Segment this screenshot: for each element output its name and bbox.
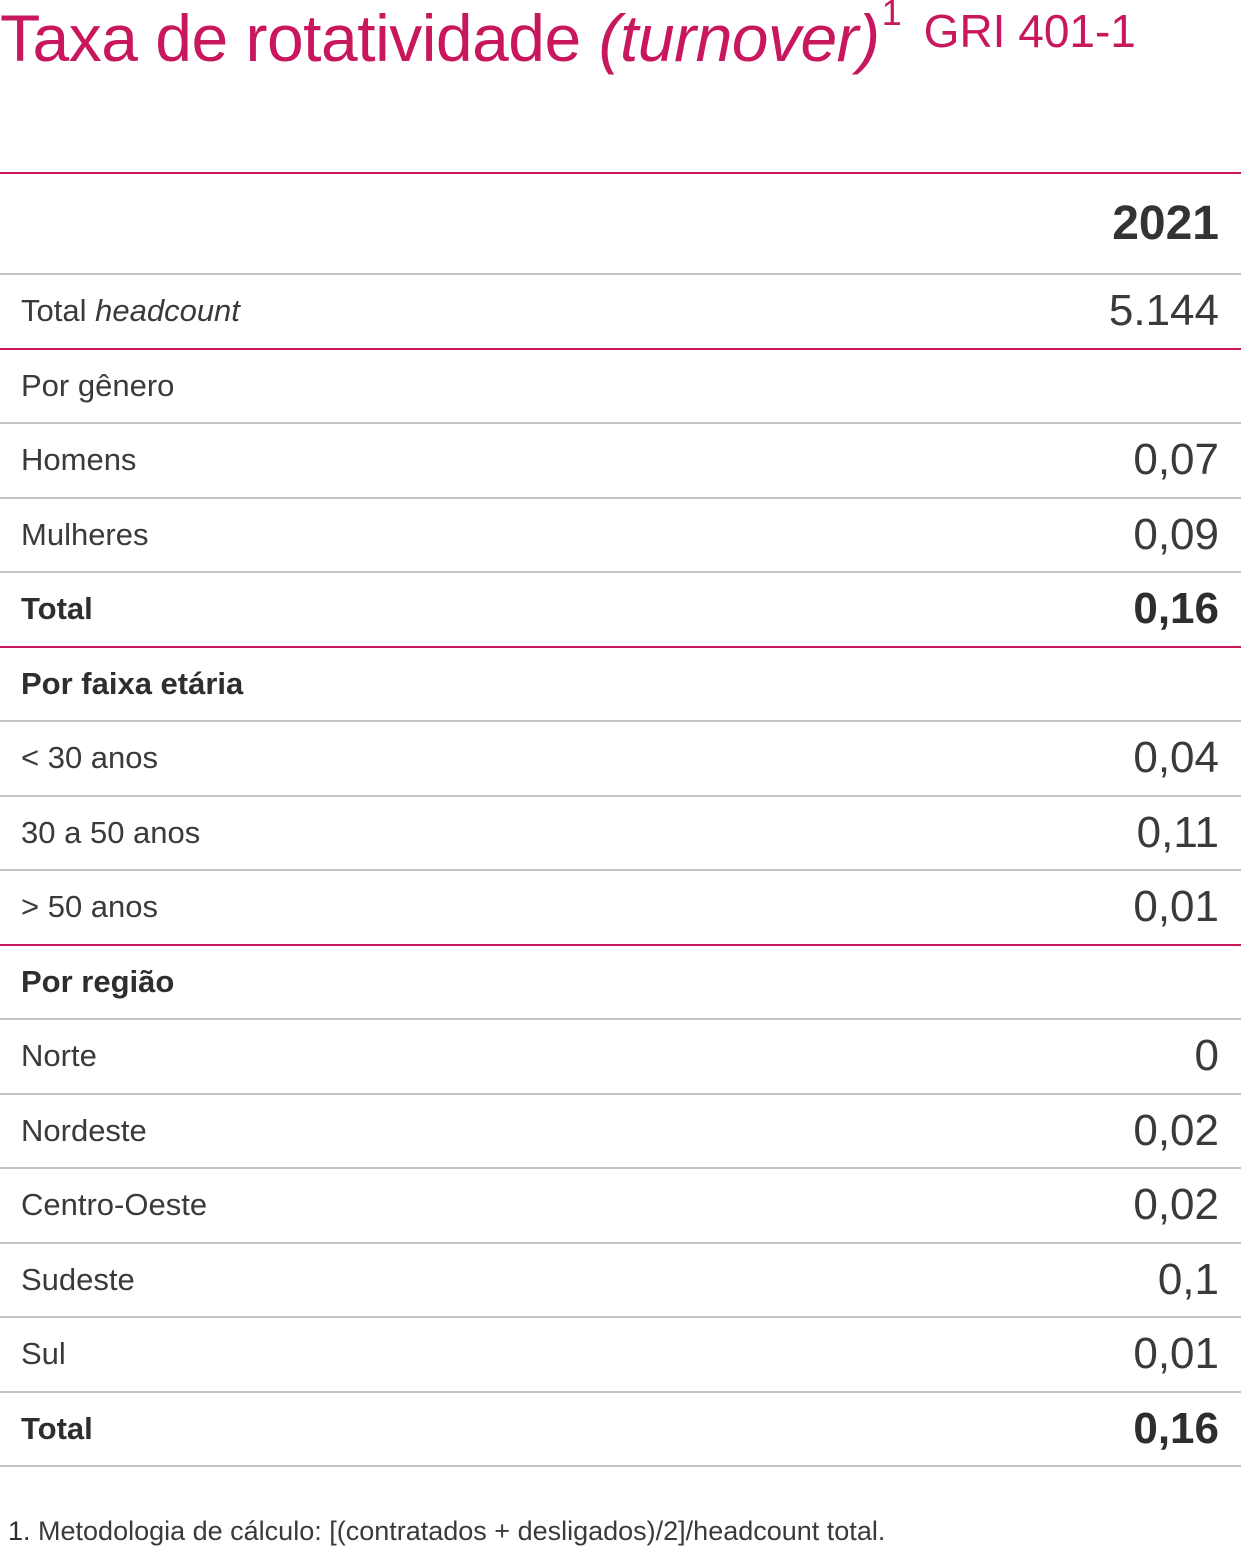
headcount-label-italic: headcount [95,293,240,329]
divider [0,720,1241,722]
row-label: Norte [21,1038,97,1074]
divider [0,1018,1241,1020]
row-value: 0 [1194,1031,1219,1081]
footnote: 1. Metodologia de cálculo: [(contratados… [8,1516,885,1547]
table-row: Norte 0 [0,1020,1241,1093]
row-label: < 30 anos [21,740,159,776]
total-value: 0,16 [1133,584,1219,634]
headcount-label-plain: Total [21,293,96,329]
turnover-table: 2021 Total headcount 5.144 Por gênero Ho… [0,172,1241,1467]
divider [0,1167,1241,1169]
headcount-value: 5.144 [1108,286,1219,336]
divider [0,794,1241,797]
page-title: Taxa de rotatividade (turnover)1 GRI 401-… [0,0,1136,76]
row-label: > 50 anos [21,889,159,925]
row-label: Homens [21,442,137,478]
divider [0,1092,1241,1095]
divider [0,496,1241,499]
row-value: 0,02 [1133,1180,1219,1230]
total-value: 0,16 [1133,1403,1219,1453]
year-header: 2021 [1112,197,1219,250]
headcount-label: Total headcount [21,293,240,329]
section-rule [0,943,1241,946]
section-rule [0,347,1241,350]
gender-total-row: Total 0,16 [0,573,1241,646]
row-label: Sudeste [21,1261,135,1297]
total-label: Total [21,1410,93,1446]
table-header-row: 2021 [0,174,1241,273]
gender-heading: Por gênero [21,367,175,403]
gender-heading-row: Por gênero [0,350,1241,423]
table-row: Sudeste 0,1 [0,1244,1241,1317]
title-main: Taxa de rotatividade [0,1,599,75]
footnote-text: Metodologia de cálculo: [(contratados + … [30,1516,886,1546]
age-heading-row: Por faixa etária [0,648,1241,721]
divider [0,571,1241,573]
row-value: 0,1 [1157,1254,1219,1304]
divider [0,422,1241,424]
row-label: Nordeste [21,1112,147,1148]
title-italic: (turnover) [598,1,881,75]
divider [0,869,1241,871]
headcount-row: Total headcount 5.144 [0,275,1241,348]
row-value: 0,07 [1133,435,1219,485]
row-value: 0,04 [1133,733,1219,783]
row-label: Centro-Oeste [21,1187,208,1223]
region-heading-row: Por região [0,946,1241,1019]
table-bottom-rule [0,1465,1241,1467]
age-heading: Por faixa etária [21,665,244,701]
table-row: < 30 anos 0,04 [0,722,1241,795]
divider [0,273,1241,275]
table-top-rule [0,172,1241,174]
table-row: Nordeste 0,02 [0,1095,1241,1168]
table-row: Mulheres 0,09 [0,499,1241,572]
title-footnote-marker: 1 [881,0,902,33]
region-heading: Por região [21,963,175,999]
row-value: 0,11 [1136,807,1219,857]
table-row: 30 a 50 anos 0,11 [0,797,1241,870]
divider [0,1390,1241,1393]
region-total-row: Total 0,16 [0,1393,1241,1466]
divider [0,1241,1241,1244]
table-row: Centro-Oeste 0,02 [0,1169,1241,1242]
gri-code: GRI 401-1 [923,5,1136,57]
row-value: 0,01 [1133,882,1219,932]
section-rule [0,645,1241,648]
row-label: 30 a 50 anos [21,814,201,850]
row-label: Mulheres [21,516,149,552]
table-row: Homens 0,07 [0,424,1241,497]
table-row: Sul 0,01 [0,1318,1241,1391]
row-value: 0,01 [1133,1329,1219,1379]
table-row: > 50 anos 0,01 [0,871,1241,944]
row-value: 0,02 [1133,1105,1219,1155]
divider [0,1316,1241,1318]
row-value: 0,09 [1133,509,1219,559]
total-label: Total [21,591,93,627]
footnote-number: 1. [8,1516,31,1546]
row-label: Sul [21,1336,66,1372]
